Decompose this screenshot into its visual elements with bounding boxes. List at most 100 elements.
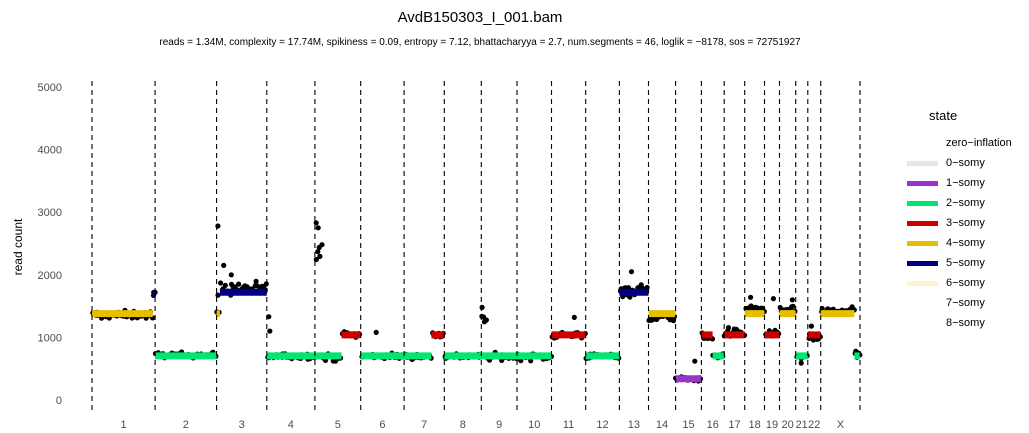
x-tick-label: 4 (288, 419, 294, 431)
x-tick-label: 13 (628, 419, 640, 431)
copy-number-segments (92, 288, 860, 383)
legend-item: 1−somy (905, 175, 1029, 193)
x-tick-label: 22 (808, 419, 820, 431)
y-tick-label: 2000 (38, 270, 62, 282)
x-tick-label: 2 (183, 419, 189, 431)
legend-color-swatch (907, 281, 938, 286)
legend-label: 2−somy (946, 197, 985, 209)
legend-key (905, 275, 940, 293)
read-count-point (770, 296, 777, 302)
legend-color-swatch (907, 221, 938, 226)
legend-label: 0−somy (946, 157, 985, 169)
read-count-point (315, 249, 321, 255)
read-count-point (221, 262, 227, 268)
read-count-point (313, 220, 319, 226)
legend-key (905, 215, 940, 233)
read-count-point (571, 314, 577, 320)
legend-label: 3−somy (946, 217, 985, 229)
legend-label: 8−somy (946, 317, 985, 329)
read-count-point (528, 358, 534, 364)
legend-item: 2−somy (905, 195, 1029, 213)
y-axis-label: read count (11, 218, 25, 275)
read-count-point (228, 272, 234, 278)
y-tick-label: 1000 (38, 332, 62, 344)
read-count-point (218, 280, 224, 286)
x-tick-label: 16 (707, 419, 719, 431)
read-count-point (373, 329, 379, 335)
read-count-point (313, 256, 319, 263)
legend-key (905, 135, 940, 153)
y-tick-label: 3000 (38, 207, 62, 219)
x-tick-label: 7 (421, 419, 427, 431)
y-axis: 0 1000 2000 3000 4000 5000 (38, 82, 62, 407)
legend-item: 4−somy (905, 235, 1029, 253)
x-tick-label: 15 (682, 419, 694, 431)
x-tick-label: X (837, 419, 845, 431)
x-tick-label: 18 (748, 419, 760, 431)
legend-key (905, 295, 940, 313)
chromosome-boundaries (91, 81, 861, 412)
x-axis-chromosome-labels: 1 2 3 4 5 6 7 8 9 10 11 12 13 14 15 16 17 18 19 20 21 22 X (120, 419, 844, 431)
legend-label: 6−somy (946, 277, 985, 289)
read-count-point (790, 303, 796, 309)
y-tick-label: 4000 (38, 145, 62, 157)
legend-label: 4−somy (946, 237, 985, 249)
x-tick-label: 6 (379, 419, 385, 431)
legend-key (905, 315, 940, 333)
legend-label: 5−somy (946, 257, 985, 269)
chart-subtitle: reads = 1.34M, complexity = 17.74M, spik… (159, 37, 801, 48)
read-count-point (692, 358, 698, 364)
legend-item: 0−somy (905, 155, 1029, 173)
legend-item: 6−somy (905, 275, 1029, 293)
read-count-point (319, 242, 325, 248)
x-tick-label: 14 (656, 419, 668, 431)
read-count-point (315, 225, 321, 231)
chart-title: AvdB150303_I_001.bam (397, 9, 563, 26)
x-tick-label: 9 (496, 419, 502, 431)
legend-item: 8−somy (905, 315, 1029, 333)
read-count-point (748, 294, 754, 300)
read-count-point (670, 318, 677, 324)
read-count-point (222, 282, 228, 288)
read-count-point (479, 304, 485, 310)
x-tick-label: 20 (781, 419, 793, 431)
legend-color-swatch (907, 201, 938, 206)
read-count-point (253, 278, 259, 284)
legend-title: state (929, 108, 958, 123)
read-count-point (518, 358, 524, 364)
read-count-point (236, 281, 242, 287)
x-tick-label: 8 (460, 419, 466, 431)
legend-color-swatch (907, 161, 938, 166)
legend-label: zero−inflation (946, 137, 1012, 149)
read-count-point (808, 323, 815, 329)
legend-key (905, 175, 940, 193)
legend-key (905, 255, 940, 273)
read-count-point (628, 269, 635, 275)
legend-item: 7−somy (905, 295, 1029, 313)
x-tick-label: 12 (596, 419, 608, 431)
read-count-point (725, 325, 732, 331)
read-count-point (798, 360, 804, 366)
read-count-point (266, 314, 272, 320)
x-tick-label: 21 (796, 419, 808, 431)
x-tick-label: 17 (728, 419, 740, 431)
legend-color-swatch (907, 241, 938, 246)
read-count-point (267, 328, 273, 334)
legend-color-swatch (907, 261, 938, 266)
legend-label: 7−somy (946, 297, 985, 309)
x-tick-label: 5 (335, 419, 341, 431)
read-count-point (483, 317, 489, 323)
x-tick-label: 3 (239, 419, 245, 431)
legend-key (905, 235, 940, 253)
legend-color-swatch (907, 181, 938, 186)
legend-label: 1−somy (946, 177, 985, 189)
x-tick-label: 19 (766, 419, 778, 431)
read-count-point (215, 292, 221, 298)
legend-item: zero−inflation (905, 135, 1029, 153)
legend-key (905, 155, 940, 173)
read-count-point (789, 297, 796, 303)
read-count-point (317, 253, 323, 259)
x-tick-label: 11 (563, 419, 574, 431)
y-tick-label: 5000 (38, 82, 62, 94)
